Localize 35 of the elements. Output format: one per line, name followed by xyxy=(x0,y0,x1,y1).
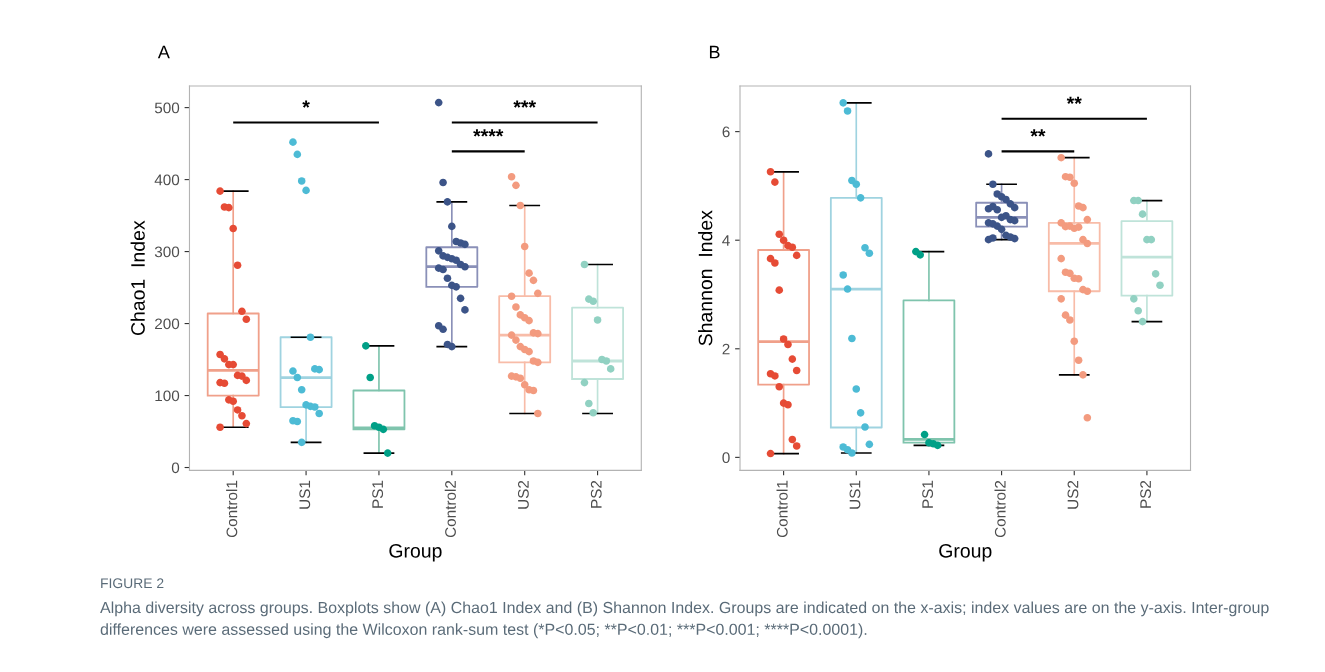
y-tick-label: 0 xyxy=(722,452,730,464)
annotation: **** xyxy=(473,129,504,137)
x-tick-label: PS2 xyxy=(590,480,602,508)
x-axis-title: Group xyxy=(389,543,442,562)
x-tick-label: Control1 xyxy=(226,480,238,538)
x-tick-label: Control2 xyxy=(444,480,456,538)
y-tick-label: 0 xyxy=(171,462,180,474)
y-tick-label: 6 xyxy=(722,126,730,138)
y-axis-title: Shannon Index xyxy=(698,210,713,346)
y-tick-label: 100 xyxy=(155,390,180,402)
text: Alpha diversity across groups. Boxplots show (A) Chao1 Index and (B) Shannon Index. Groups are indicated on the x-axis; index values are on the y-axis. Inter-group differences were assessed using the Wilcoxon rank-sum test (*P<0.05; **P<0.01; ***P<0.001; ****P<0.0001). xyxy=(100,601,1269,639)
x-tick-label: PS1 xyxy=(372,480,384,508)
annotation: ** xyxy=(1030,129,1046,137)
annotation: * xyxy=(302,100,310,108)
annotation: ** xyxy=(1066,96,1082,104)
x-tick-label: US2 xyxy=(1067,480,1079,509)
x-tick-label: PS1 xyxy=(922,480,934,508)
x-tick-label: US2 xyxy=(517,480,529,509)
y-axis-title: Chao1 Index xyxy=(130,220,145,336)
y-tick-label: 500 xyxy=(154,102,180,114)
y-tick-label: 200 xyxy=(155,318,180,330)
x-axis-title: Group xyxy=(939,543,992,562)
y-tick-label: 300 xyxy=(154,246,180,258)
y-tick-label: 4 xyxy=(722,235,730,246)
y-tick-label: 2 xyxy=(722,343,730,355)
chart-title: B xyxy=(709,45,720,59)
caption: FIGURE 2 xyxy=(101,578,164,589)
x-tick-label: US1 xyxy=(849,480,861,509)
x-tick-label: Control1 xyxy=(776,480,788,538)
chart-title: A xyxy=(157,45,170,59)
x-tick-label: US1 xyxy=(299,480,311,509)
y-tick-label: 400 xyxy=(154,174,180,186)
annotation: *** xyxy=(513,100,537,108)
x-tick-label: Control2 xyxy=(994,480,1006,538)
x-tick-label: PS2 xyxy=(1140,480,1152,508)
